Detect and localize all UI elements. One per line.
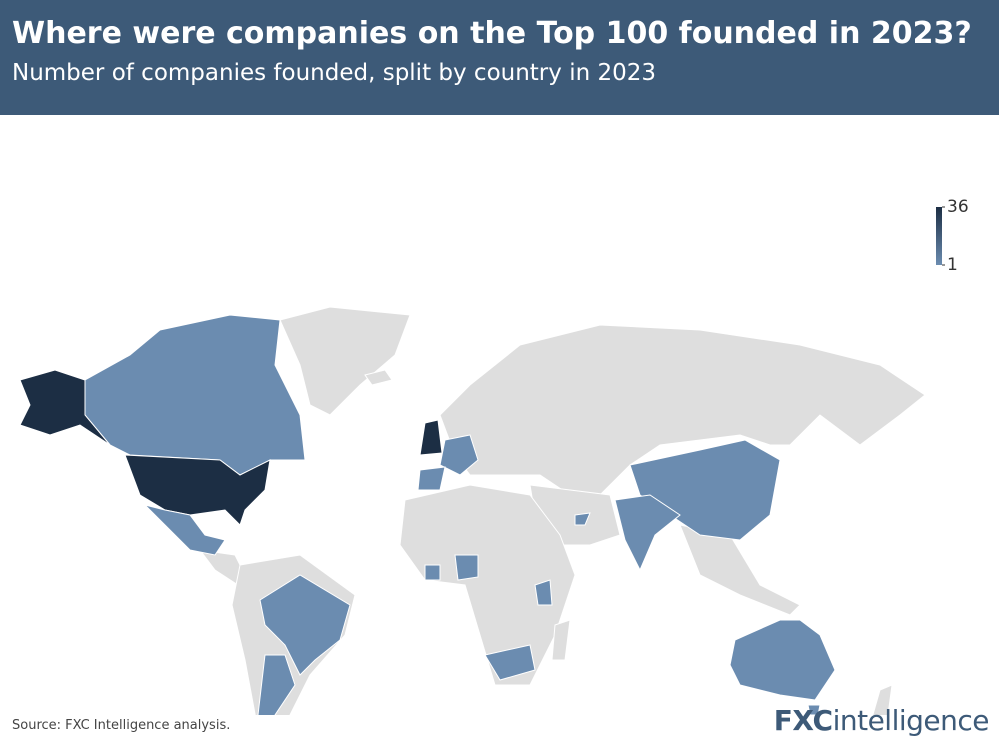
colorbar-label: 36 bbox=[947, 197, 969, 217]
legend: 1 36 bbox=[936, 197, 969, 275]
source: Source: FXC Intelligence analysis. bbox=[12, 718, 231, 733]
logo-part: intelligence bbox=[832, 704, 990, 737]
countries bbox=[19, 314, 836, 715]
header: Where were companies on the Top 100 foun… bbox=[0, 0, 999, 115]
colorbar bbox=[936, 207, 942, 265]
logo: FXCintelligence bbox=[773, 704, 990, 737]
subtitle: Number of companies founded, split by co… bbox=[12, 60, 656, 86]
logo-part: FXC bbox=[773, 704, 833, 737]
title: Where were companies on the Top 100 foun… bbox=[12, 16, 972, 51]
colorbar-label: 1 bbox=[947, 255, 958, 275]
map: 1 36 bbox=[19, 197, 969, 715]
